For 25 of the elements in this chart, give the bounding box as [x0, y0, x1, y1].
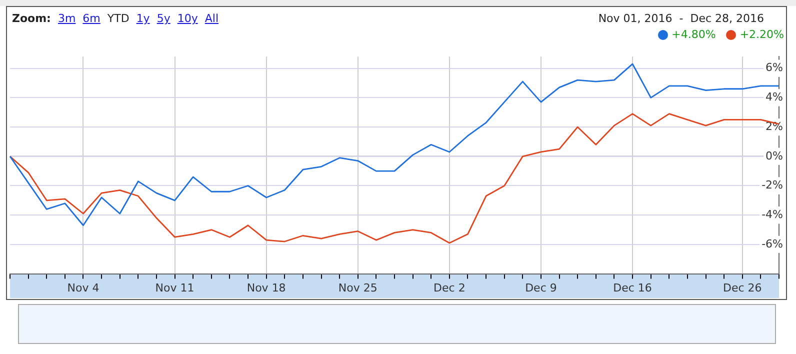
y-tick-label: -4%	[762, 208, 783, 221]
text: +2.20%	[740, 28, 784, 41]
x-tick-label: Dec 26	[722, 281, 762, 294]
x-tick-label: Dec 9	[525, 281, 557, 294]
text: Nov 01, 2016 - Dec 28, 2016	[598, 12, 764, 25]
x-tick-label: Dec 16	[613, 281, 652, 294]
x-tick-label: Dec 2	[434, 281, 466, 294]
text: Zoom:	[12, 12, 51, 25]
y-tick-label: 4%	[766, 90, 783, 104]
text: 6m	[82, 12, 100, 25]
text: All	[204, 12, 218, 25]
x-tick-label: Nov 4	[67, 281, 100, 294]
text: 10y	[177, 12, 198, 25]
text: 5y	[156, 12, 170, 25]
y-tick-label: -6%	[762, 237, 783, 250]
text: 3m	[58, 12, 76, 25]
y-tick-label: 6%	[766, 61, 783, 74]
x-tick-label: Nov 11	[155, 281, 194, 294]
y-tick-label: 0%	[766, 149, 783, 162]
text: YTD	[107, 12, 130, 25]
x-tick-label: Nov 18	[246, 281, 286, 294]
text: +4.80%	[672, 28, 716, 41]
text: 1y	[136, 12, 150, 25]
x-tick-label: Nov 25	[338, 281, 378, 294]
y-tick-label: -2%	[762, 178, 783, 192]
